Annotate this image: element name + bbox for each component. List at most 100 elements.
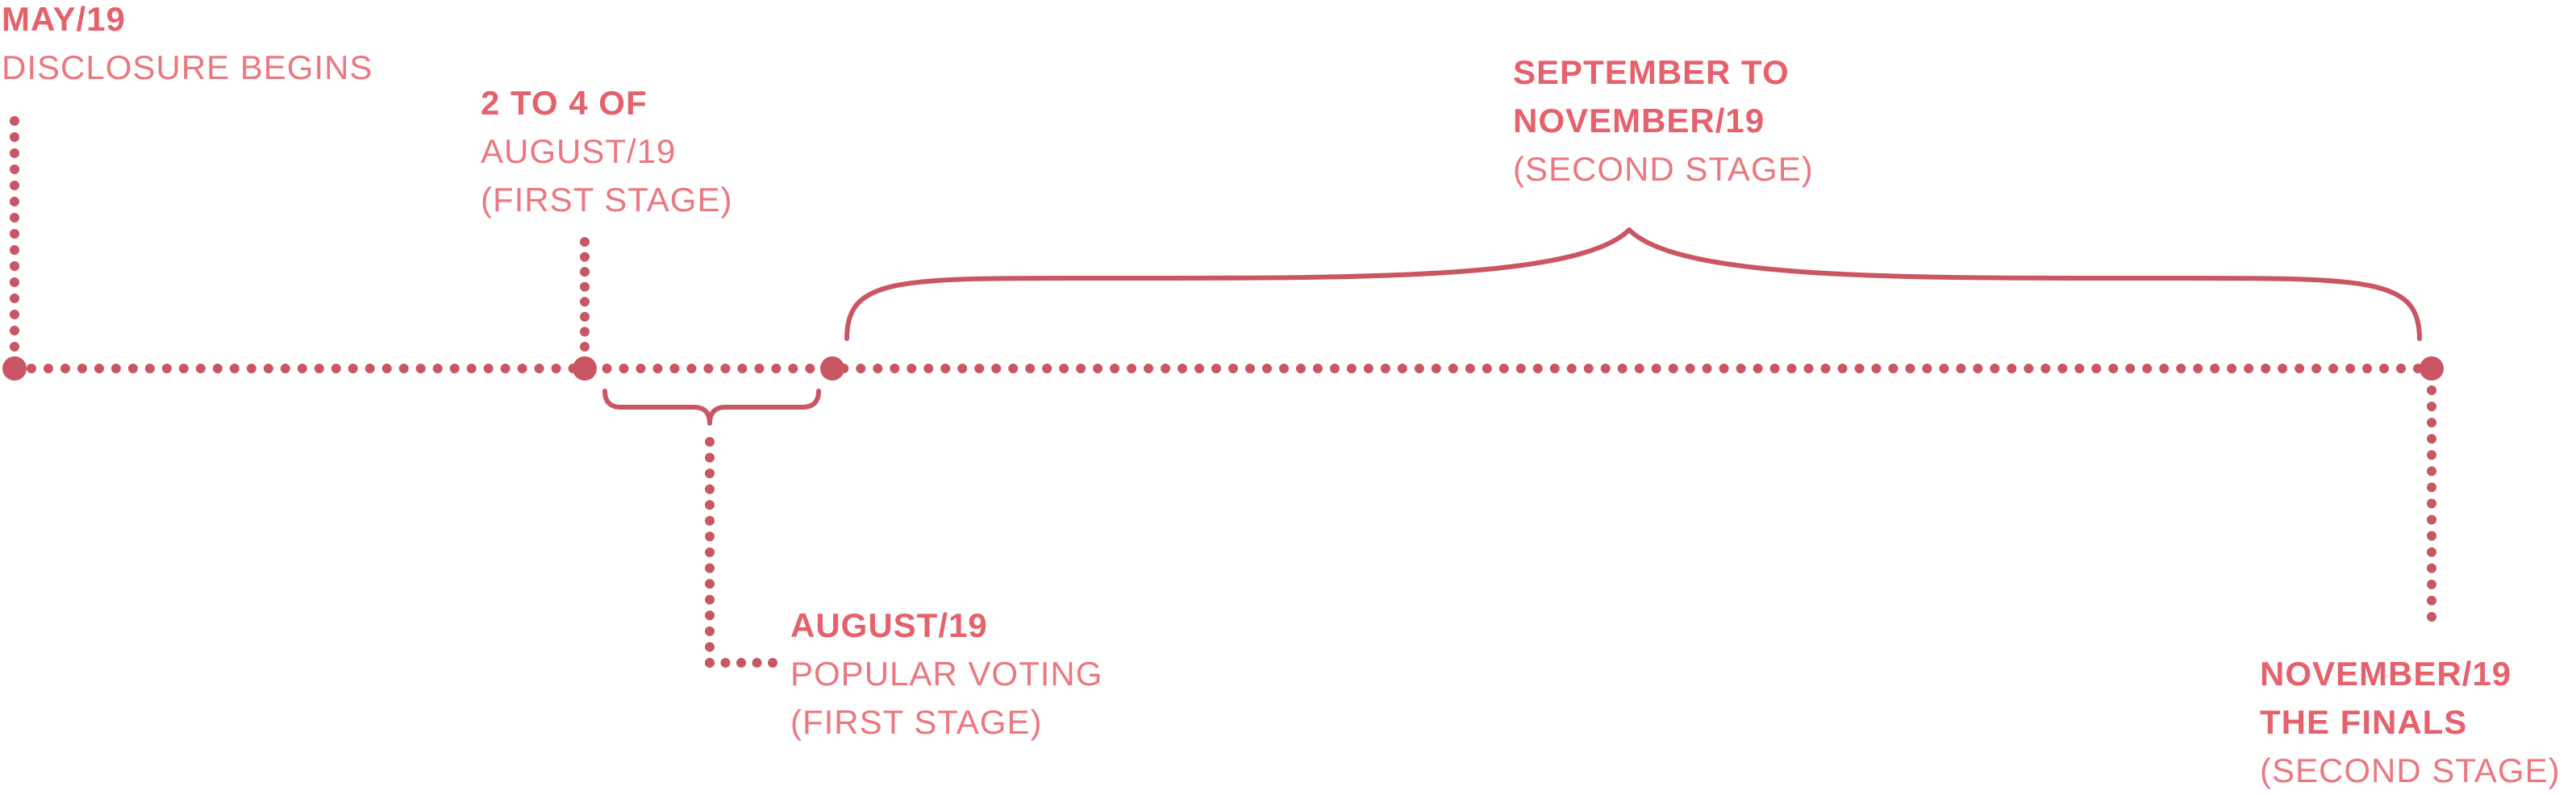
label-aug-first-title: 2 TO 4 OF <box>481 84 648 122</box>
label-sep-nov-title1: SEPTEMBER TO <box>1513 53 1790 91</box>
timeline-main-dot <box>890 364 900 373</box>
connector-may <box>10 116 19 352</box>
connector-aug-first-dot <box>580 327 590 337</box>
label-sep-nov-title2: NOVEMBER/19 <box>1513 102 1765 139</box>
connector-nov-finals <box>2427 385 2436 622</box>
timeline-main-dot <box>602 364 612 373</box>
timeline-main-dot <box>1042 364 1052 373</box>
timeline-main-dot <box>1922 364 1932 373</box>
timeline-main-dot <box>2159 364 2170 373</box>
connector-aug-voting-vertical-dot <box>705 437 715 447</box>
timeline-main-dot <box>1854 364 1865 373</box>
connector-aug-voting-vertical-dot <box>705 468 715 479</box>
timeline-main-dot <box>1363 364 1373 373</box>
timeline-main-dot <box>195 364 206 373</box>
timeline-main-dot <box>991 364 1002 373</box>
connector-aug-voting-vertical-dot <box>705 484 715 494</box>
timeline-main-dot <box>788 364 798 373</box>
connector-aug-first-dot <box>580 342 590 352</box>
connector-aug-first-dot <box>580 281 590 292</box>
connector-aug-voting-vertical-dot <box>705 547 715 557</box>
timeline-main-dot <box>1380 364 1390 373</box>
timeline-main-dot <box>551 364 561 373</box>
label-nov-finals: NOVEMBER/19 THE FINALS (SECOND STAGE) <box>2260 650 2561 795</box>
timeline-main-dot <box>1346 364 1357 373</box>
timeline-main-dot <box>2261 364 2271 373</box>
timeline-main-dot <box>1617 364 1628 373</box>
connector-aug-voting-horizontal <box>705 658 777 668</box>
connector-aug-voting-vertical-dot <box>705 594 715 605</box>
label-sep-nov-subtitle: (SECOND STAGE) <box>1513 150 1814 188</box>
timeline-main-dot <box>229 364 240 373</box>
brace-second-stage <box>844 227 2422 341</box>
timeline-main-dot <box>2311 364 2322 373</box>
timeline-main-dot <box>1127 364 1137 373</box>
timeline-main-dot <box>1651 364 1661 373</box>
connector-aug-first-dot <box>580 237 590 247</box>
timeline-main-dot <box>178 364 189 373</box>
timeline-main-dot <box>1448 364 1458 373</box>
timeline-main-dot <box>297 364 307 373</box>
timeline-main-dot <box>77 364 87 373</box>
timeline-main-dot <box>517 364 527 373</box>
timeline-main-dot <box>1753 364 1763 373</box>
connector-may-dot <box>10 213 19 223</box>
timeline-main-dot <box>686 364 697 373</box>
connector-may-dot <box>10 326 19 335</box>
connector-nov-finals-dot <box>2427 595 2436 606</box>
connector-may-dot <box>10 197 19 206</box>
connector-aug-voting-vertical-dot <box>705 610 715 621</box>
label-nov-finals-title1: NOVEMBER/19 <box>2260 655 2512 693</box>
connector-nov-finals-dot <box>2427 434 2436 444</box>
timeline-main-dot <box>1990 364 2000 373</box>
connector-aug-voting-vertical-dot <box>705 500 715 510</box>
timeline-main-dot <box>1566 364 1577 373</box>
timeline-main-dot <box>1312 364 1323 373</box>
label-sep-nov: SEPTEMBER TO NOVEMBER/19 (SECOND STAGE) <box>1513 48 1814 194</box>
timeline-main-dot <box>754 364 765 373</box>
connector-aug-voting-horizontal-dot <box>720 658 731 668</box>
label-nov-finals-subtitle: (SECOND STAGE) <box>2260 751 2561 789</box>
connector-nov-finals-dot <box>2427 563 2436 573</box>
connector-nov-finals-dot <box>2427 385 2436 395</box>
timeline-main-dot <box>1110 364 1120 373</box>
timeline-main-dot <box>1482 364 1492 373</box>
timeline-main-dot <box>1025 364 1036 373</box>
milestone-nov-end <box>2420 356 2444 381</box>
timeline-main-dot <box>1178 364 1188 373</box>
timeline-main-dot <box>1059 364 1069 373</box>
timeline-main-dot <box>534 364 544 373</box>
timeline-main-dot <box>398 364 409 373</box>
timeline-main-dot <box>94 364 104 373</box>
connector-aug-voting-vertical <box>705 437 715 668</box>
timeline-main-dot <box>1278 364 1289 373</box>
timeline-main <box>10 364 2423 373</box>
label-aug-voting-title: AUGUST/19 <box>790 606 988 644</box>
timeline-main-dot <box>144 364 155 373</box>
connector-may-dot <box>10 277 19 287</box>
timeline-main-dot <box>381 364 392 373</box>
timeline-main-dot <box>619 364 629 373</box>
timeline-main-dot <box>2176 364 2186 373</box>
timeline-main-dot <box>1076 364 1086 373</box>
timeline-main-dot <box>1211 364 1221 373</box>
connector-may-dot <box>10 310 19 319</box>
label-aug-voting: AUGUST/19 POPULAR VOTING (FIRST STAGE) <box>790 601 1103 747</box>
timeline-main-dot <box>365 364 375 373</box>
timeline-main-dot <box>1719 364 1729 373</box>
timeline-main-dot <box>110 364 121 373</box>
timeline-main-dot <box>483 364 494 373</box>
timeline-main-dot <box>2278 364 2288 373</box>
timeline-main-dot <box>703 364 714 373</box>
timeline-main-dot <box>636 364 646 373</box>
label-aug-first-line1: AUGUST/19 <box>481 132 677 170</box>
connector-may-dot <box>10 164 19 174</box>
timeline-main-dot <box>1736 364 1746 373</box>
label-aug-first: 2 TO 4 OF AUGUST/19 (FIRST STAGE) <box>481 79 732 224</box>
timeline-main-dot <box>466 364 477 373</box>
timeline-main-dot <box>43 364 53 373</box>
timeline-main-dot <box>1634 364 1644 373</box>
timeline-main-dot <box>669 364 680 373</box>
timeline-main-dot <box>2193 364 2203 373</box>
connector-aug-voting-vertical-dot <box>705 531 715 542</box>
